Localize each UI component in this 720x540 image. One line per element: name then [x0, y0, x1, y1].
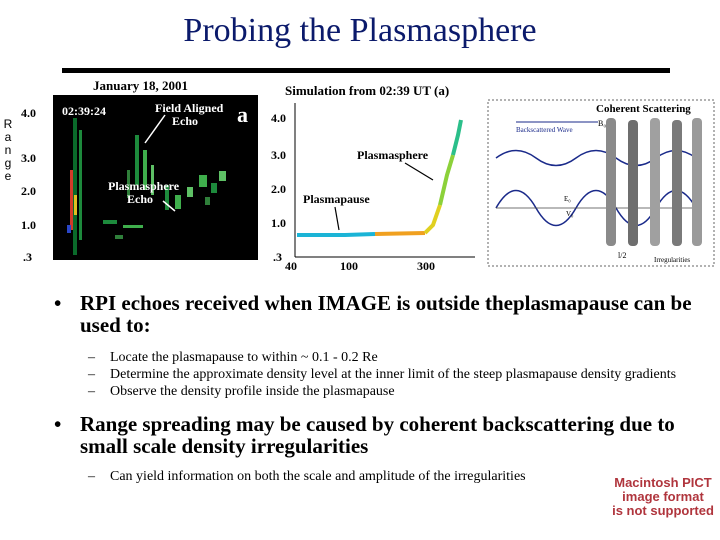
coherent-scattering-figure: Coherent Scattering B₀ Backscattered Wav… — [486, 98, 716, 270]
label-irregularities: Irregularities — [654, 256, 690, 264]
pict-notice-line: image format — [622, 489, 704, 504]
sub-bullet-dash: – — [88, 350, 95, 365]
arrow-plasmasphere-echo — [162, 200, 176, 212]
sub-bullet-item: – Observe the density profile inside the… — [52, 385, 712, 399]
pict-unsupported-notice: Macintosh PICT image format is not suppo… — [607, 476, 719, 518]
arrow-plasmasphere — [404, 162, 434, 181]
pict-notice-line: is not supported — [612, 503, 714, 518]
bullet-dot: • — [54, 291, 62, 315]
range-letter: n — [4, 143, 12, 157]
label-plasmasphere: Plasmasphere — [357, 148, 429, 162]
x-tick: 40 — [285, 259, 297, 270]
time-box — [59, 102, 113, 118]
bullet-text: Range spreading may be caused by coheren… — [80, 412, 675, 458]
simulation-title: Simulation from 02:39 UT (a) — [285, 83, 449, 98]
sub-bullet-dash: – — [88, 384, 95, 399]
x-tick: 300 — [417, 259, 435, 270]
plasmagram-background — [53, 95, 258, 260]
range-letter: R — [3, 117, 13, 131]
sub-bullet-dash: – — [88, 367, 95, 382]
irregularity-columns — [606, 118, 702, 246]
figure-date: January 18, 2001 — [93, 78, 188, 93]
y-tick: 1.0 — [21, 218, 36, 232]
sub-bullet-text: Can yield information on both the scale … — [110, 469, 526, 484]
bullet-list: • RPI echoes received when IMAGE is outs… — [52, 292, 712, 484]
simulation-trace — [297, 119, 463, 237]
rpi-plasmagram-figure: January 18, 2001 4.0 3.0 2.0 1.0 .3 — [15, 75, 263, 270]
figure-border — [487, 99, 715, 267]
sub-bullet-item: – Can yield information on both the scal… — [52, 470, 712, 484]
y-tick: 4.0 — [21, 106, 36, 120]
range-axis-label: R a n g e — [2, 118, 14, 183]
bullet-dot: • — [54, 412, 62, 436]
y-tick: 3.0 — [21, 151, 36, 165]
label-backscattered: Backscattered Wave — [516, 126, 573, 134]
x-tick: 100 — [340, 259, 358, 270]
pict-notice-line: Macintosh PICT — [614, 475, 712, 490]
label-half-wavelength: l/2 — [618, 251, 626, 260]
figure-time: 02:39:24 — [62, 104, 106, 118]
label-plasmasphere-echo-2: Echo — [127, 192, 153, 206]
label-plasmapause: Plasmapause — [303, 192, 370, 206]
sub-bullet-text: Observe the density profile inside the p… — [110, 384, 395, 399]
y-tick: .3 — [273, 250, 282, 264]
bullet-item: • RPI echoes received when IMAGE is outs… — [52, 292, 712, 336]
y-tick: 1.0 — [271, 216, 286, 230]
sub-bullet-text: Determine the approximate density level … — [110, 367, 677, 382]
panel-letter: a — [237, 102, 248, 127]
sub-bullet-dash: – — [88, 469, 95, 484]
label-b0: B₀ — [598, 119, 606, 128]
y-tick: .3 — [23, 250, 32, 264]
bullet-item: • Range spreading may be caused by coher… — [52, 413, 712, 457]
range-letter: a — [4, 130, 12, 144]
slide-title: Probing the Plasmasphere — [183, 12, 537, 49]
label-field-aligned: Field Aligned — [155, 101, 224, 115]
arrow-plasmapause — [334, 206, 340, 231]
echo-traces — [67, 105, 226, 255]
label-field-aligned-echo: Echo — [172, 114, 198, 128]
coherent-title: Coherent Scattering — [596, 103, 691, 115]
title-underline — [62, 68, 670, 73]
sub-bullet-text: Locate the plasmapause to within ~ 0.1 -… — [110, 350, 378, 365]
backscattered-wave — [495, 149, 697, 167]
sub-bullet-item: – Determine the approximate density leve… — [52, 368, 712, 382]
label-v0: V₀ — [566, 210, 574, 218]
simulation-figure: Simulation from 02:39 UT (a) 4.0 3.0 2.0… — [265, 75, 485, 273]
range-letter: e — [4, 169, 12, 183]
y-tick: 2.0 — [271, 182, 286, 196]
arrow-field-aligned — [144, 114, 166, 144]
y-tick: 2.0 — [21, 184, 36, 198]
y-tick: 3.0 — [271, 148, 286, 162]
label-plasmasphere-echo: Plasmasphere — [108, 179, 180, 193]
label-e0: E₀ — [564, 195, 571, 203]
y-tick: 4.0 — [271, 111, 286, 125]
range-letter: g — [4, 156, 12, 170]
bullet-text: RPI echoes received when IMAGE is outsid… — [80, 291, 692, 337]
sub-bullet-item: – Locate the plasmapause to within ~ 0.1… — [52, 351, 712, 365]
